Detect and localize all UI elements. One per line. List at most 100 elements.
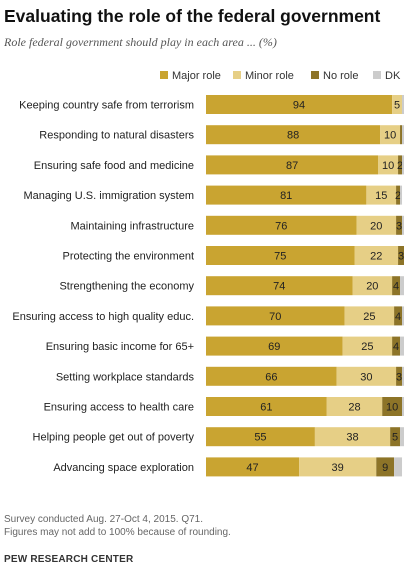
rounding-note: Figures may not add to 100% because of r… — [4, 527, 231, 538]
data-label-major: 66 — [265, 371, 277, 383]
data-label-major: 88 — [287, 130, 299, 142]
bar-segment-major — [206, 246, 355, 265]
bar-segment-dk — [402, 125, 404, 145]
bar-segment-major — [206, 276, 353, 296]
bar-segment-major — [206, 397, 327, 416]
bar-segment-dk — [402, 397, 404, 416]
bar-segment-minor — [342, 336, 393, 356]
category-label: Keeping country safe from terrorism — [19, 100, 194, 112]
data-label-minor: 5 — [394, 100, 400, 112]
category-label: Ensuring safe food and medicine — [34, 160, 194, 172]
bar-segment-minor — [356, 215, 397, 235]
data-label-major: 87 — [286, 160, 298, 172]
legend-label-major: Major role — [172, 70, 221, 82]
data-label-none: 5 — [392, 432, 398, 444]
data-label-major: 94 — [293, 100, 305, 112]
legend-label-none: No role — [323, 70, 358, 82]
bar-segment-minor — [299, 457, 377, 477]
category-label: Responding to natural disasters — [39, 130, 194, 142]
data-label-major: 69 — [268, 341, 280, 353]
data-label-major: 74 — [273, 281, 285, 293]
data-label-none: 3 — [398, 251, 404, 263]
bar-segment-major — [206, 155, 379, 175]
bar-segment-none — [398, 155, 403, 175]
data-label-minor: 10 — [384, 130, 396, 142]
bar-segment-dk — [394, 457, 403, 477]
legend-swatch-minor — [233, 71, 241, 79]
data-label-minor: 20 — [366, 281, 378, 293]
data-label-none: 3 — [396, 220, 402, 232]
bar-segment-none — [400, 125, 403, 145]
data-label-minor: 20 — [370, 220, 382, 232]
bar-segment-minor — [352, 276, 393, 296]
chart-subtitle: Role federal government should play in e… — [4, 35, 277, 49]
legend-label-minor: Minor role — [245, 70, 294, 82]
data-label-minor: 30 — [360, 371, 372, 383]
category-label: Maintaining infrastructure — [70, 220, 194, 232]
data-label-none: 2 — [397, 160, 403, 172]
bar-segment-none — [396, 215, 403, 235]
bar-segment-dk — [400, 336, 404, 356]
bar-segment-minor — [326, 397, 383, 416]
data-label-minor: 39 — [332, 462, 344, 474]
data-label-major: 70 — [269, 311, 281, 323]
data-label-minor: 15 — [375, 190, 387, 202]
chart-title: Evaluating the role of the federal gover… — [4, 6, 381, 26]
bar-segment-major — [206, 427, 315, 447]
data-label-minor: 38 — [346, 432, 358, 444]
data-label-minor: 28 — [348, 402, 360, 414]
bar-segment-minor — [344, 306, 395, 326]
survey-note: Survey conducted Aug. 27-Oct 4, 2015. Q7… — [4, 514, 204, 525]
bar-segment-minor — [380, 125, 401, 145]
legend-label-dk: DK — [385, 70, 401, 82]
source-label: PEW RESEARCH CENTER — [4, 554, 134, 565]
bar-segment-major — [206, 125, 381, 145]
bar-segment-none — [396, 185, 401, 205]
bar-segment-none — [398, 246, 404, 265]
data-label-major: 76 — [275, 220, 287, 232]
data-label-major: 75 — [274, 251, 286, 263]
data-label-minor: 25 — [363, 311, 375, 323]
data-label-none: 4 — [395, 311, 401, 323]
data-label-none: 3 — [396, 371, 402, 383]
bar-segment-minor — [378, 155, 399, 175]
legend-swatch-dk — [373, 71, 381, 79]
data-label-none: 4 — [393, 341, 399, 353]
bar-segment-none — [392, 276, 401, 296]
bar-segment-minor — [336, 366, 397, 386]
category-label: Setting workplace standards — [56, 371, 195, 383]
bar-segment-dk — [400, 427, 404, 447]
data-label-none: 9 — [382, 462, 388, 474]
data-label-major: 81 — [280, 190, 292, 202]
data-label-minor: 25 — [361, 341, 373, 353]
bar-segment-major — [206, 336, 343, 356]
bar-segment-dk — [402, 155, 404, 175]
data-label-minor: 22 — [370, 251, 382, 263]
category-label: Ensuring access to high quality educ. — [12, 311, 194, 323]
bar-segment-major — [206, 215, 357, 235]
category-label: Ensuring basic income for 65+ — [46, 341, 194, 353]
data-label-none: 4 — [393, 281, 399, 293]
bar-segment-dk — [400, 185, 403, 205]
data-label-major: 55 — [254, 432, 266, 444]
data-label-none: 10 — [386, 402, 398, 414]
legend-swatch-none — [311, 71, 319, 79]
data-label-minor: 10 — [382, 160, 394, 172]
bar-segment-none — [382, 397, 403, 416]
bar-segment-dk — [402, 306, 404, 326]
category-label: Strengthening the economy — [59, 281, 194, 293]
category-label: Advancing space exploration — [53, 462, 194, 474]
bar-segment-dk — [400, 276, 404, 296]
bar-segment-none — [394, 306, 403, 326]
bar-segment-none — [376, 457, 395, 477]
bar-segment-none — [390, 427, 401, 447]
bar-segment-minor — [314, 427, 391, 447]
data-label-major: 47 — [246, 462, 258, 474]
category-label: Protecting the environment — [63, 251, 194, 263]
bar-segment-none — [392, 336, 401, 356]
bar-segment-dk — [402, 215, 404, 235]
bar-segment-dk — [402, 366, 404, 386]
bar-segment-minor — [366, 185, 397, 205]
data-label-major: 61 — [260, 402, 272, 414]
